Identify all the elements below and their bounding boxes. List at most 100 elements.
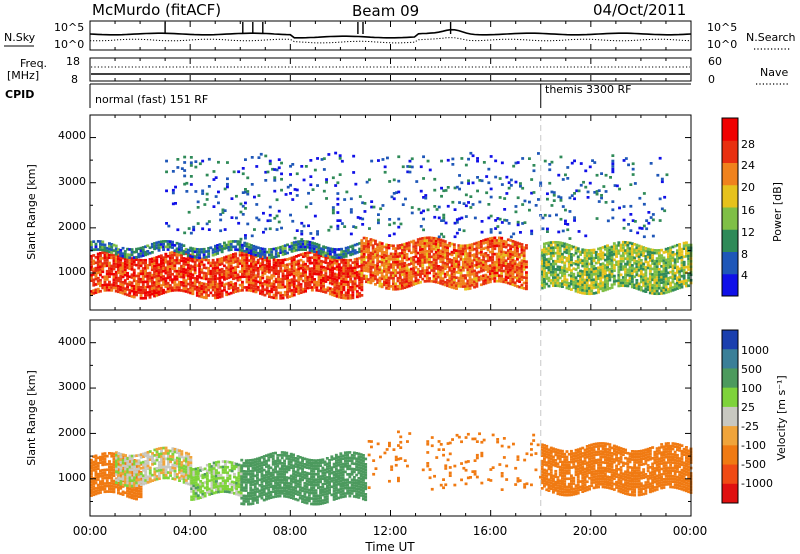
power-cell-4310 bbox=[552, 193, 556, 197]
power-cell-2311 bbox=[428, 244, 431, 248]
power-cell-3597 bbox=[648, 272, 652, 276]
power-cell-3780 bbox=[678, 278, 682, 281]
velocity-cell-295 bbox=[115, 456, 118, 460]
power-cell-3068 bbox=[563, 277, 567, 281]
power-cell-1173 bbox=[306, 278, 310, 282]
power-cell-992 bbox=[272, 282, 276, 286]
power-cell-4276 bbox=[523, 221, 527, 224]
power-cell-1364 bbox=[340, 282, 344, 286]
power-cell-81 bbox=[105, 283, 109, 287]
power-cell-385 bbox=[159, 270, 163, 274]
power-cell-3961 bbox=[255, 203, 259, 206]
power-cell-347 bbox=[153, 262, 156, 265]
power-cell-2651 bbox=[482, 252, 486, 256]
power-cell-2607 bbox=[475, 263, 479, 267]
power-cell-2095 bbox=[394, 260, 398, 264]
power-cell-2227 bbox=[414, 244, 418, 248]
velocity-cell-346 bbox=[126, 462, 130, 466]
power-cell-2650 bbox=[482, 255, 486, 259]
power-cell-239 bbox=[132, 263, 136, 266]
power-cell-1409 bbox=[346, 269, 350, 273]
power-cell-2757 bbox=[500, 274, 504, 278]
power-cell-2001 bbox=[378, 244, 382, 247]
power-cell-960 bbox=[265, 270, 269, 273]
velocity-cell-79 bbox=[103, 476, 107, 480]
power-cell-457 bbox=[173, 280, 177, 284]
power-cell-2790 bbox=[504, 264, 508, 268]
power-cell-3409 bbox=[619, 281, 623, 285]
power-cell-3807 bbox=[682, 274, 686, 277]
power-cell-343 bbox=[153, 273, 156, 276]
power-cell-233 bbox=[132, 284, 136, 288]
power-cell-3003 bbox=[552, 265, 555, 268]
power-cell-3344 bbox=[606, 247, 609, 250]
power-cell-4245 bbox=[500, 183, 504, 186]
power-cell-1830 bbox=[328, 255, 332, 259]
power-cell-2024 bbox=[383, 264, 386, 268]
power-cell-3151 bbox=[576, 260, 580, 264]
power-cell-3889 bbox=[194, 190, 198, 193]
power-cell-2717 bbox=[493, 266, 497, 269]
power-cell-1783 bbox=[299, 248, 303, 251]
velocity-cell-424 bbox=[144, 460, 148, 463]
power-cell-3044 bbox=[558, 265, 562, 269]
power-cell-2582 bbox=[470, 259, 474, 263]
power-cell-1487 bbox=[90, 246, 93, 249]
power-cell-4248 bbox=[503, 208, 507, 211]
power-cell-1931 bbox=[367, 245, 371, 249]
power-cell-1983 bbox=[376, 259, 380, 263]
power-cell-357 bbox=[155, 275, 159, 278]
power-cell-2845 bbox=[513, 276, 517, 279]
power-cell-4375 bbox=[611, 170, 615, 174]
power-cell-3611 bbox=[651, 275, 655, 279]
power-cell-3897 bbox=[201, 192, 205, 195]
power-cell-4114 bbox=[392, 197, 396, 201]
power-cell-3764 bbox=[676, 284, 679, 288]
velocity-cell-446 bbox=[151, 479, 154, 482]
velocity-cell-196 bbox=[126, 494, 129, 498]
noise-left-tick-top: 10^5 bbox=[54, 21, 84, 34]
power-cell-1415 bbox=[349, 294, 353, 297]
power-cell-996 bbox=[272, 269, 276, 272]
power-cell-335 bbox=[150, 257, 154, 261]
power-cell-1928 bbox=[367, 253, 371, 257]
power-cell-1923 bbox=[367, 267, 371, 270]
velocity-cell-434 bbox=[146, 456, 150, 460]
power-cell-1502 bbox=[101, 245, 105, 249]
power-cell-1154 bbox=[301, 260, 305, 264]
power-cell-2758 bbox=[500, 272, 504, 275]
power-cell-843 bbox=[245, 278, 249, 281]
power-cell-3354 bbox=[608, 257, 612, 260]
power-cell-2967 bbox=[545, 242, 549, 245]
power-cell-3005 bbox=[552, 259, 555, 263]
power-cell-774 bbox=[232, 282, 235, 286]
power-cell-1910 bbox=[365, 266, 368, 270]
power-cell-3956 bbox=[250, 183, 254, 186]
power-cell-1252 bbox=[319, 268, 323, 271]
power-cell-3020 bbox=[554, 251, 558, 255]
power-cell-2059 bbox=[387, 254, 391, 258]
power-cell-2027 bbox=[383, 256, 386, 260]
power-cell-115 bbox=[112, 283, 116, 287]
power-cell-2082 bbox=[392, 260, 395, 264]
power-cell-1350 bbox=[337, 284, 341, 288]
power-cell-259 bbox=[137, 266, 141, 270]
power-cell-2756 bbox=[500, 277, 504, 281]
power-cell-1347 bbox=[337, 293, 341, 296]
power-cell-1754 bbox=[279, 245, 283, 249]
velocity-cell-95 bbox=[105, 462, 109, 466]
power-cell-4105 bbox=[383, 165, 387, 169]
power-cell-1148 bbox=[301, 279, 305, 283]
power-cell-2812 bbox=[509, 279, 513, 283]
power-cell-2107 bbox=[396, 263, 400, 266]
power-cell-2334 bbox=[432, 261, 436, 264]
velocity-cell-232 bbox=[130, 472, 134, 475]
power-cell-2443 bbox=[448, 241, 452, 245]
power-cell-1512 bbox=[108, 244, 111, 248]
power-cell-4156 bbox=[433, 177, 437, 181]
power-cell-2411 bbox=[443, 256, 447, 260]
power-cell-4034 bbox=[313, 214, 317, 218]
power-cell-1829 bbox=[326, 246, 330, 250]
power-cell-1612 bbox=[180, 243, 183, 247]
power-cell-3080 bbox=[565, 286, 569, 290]
